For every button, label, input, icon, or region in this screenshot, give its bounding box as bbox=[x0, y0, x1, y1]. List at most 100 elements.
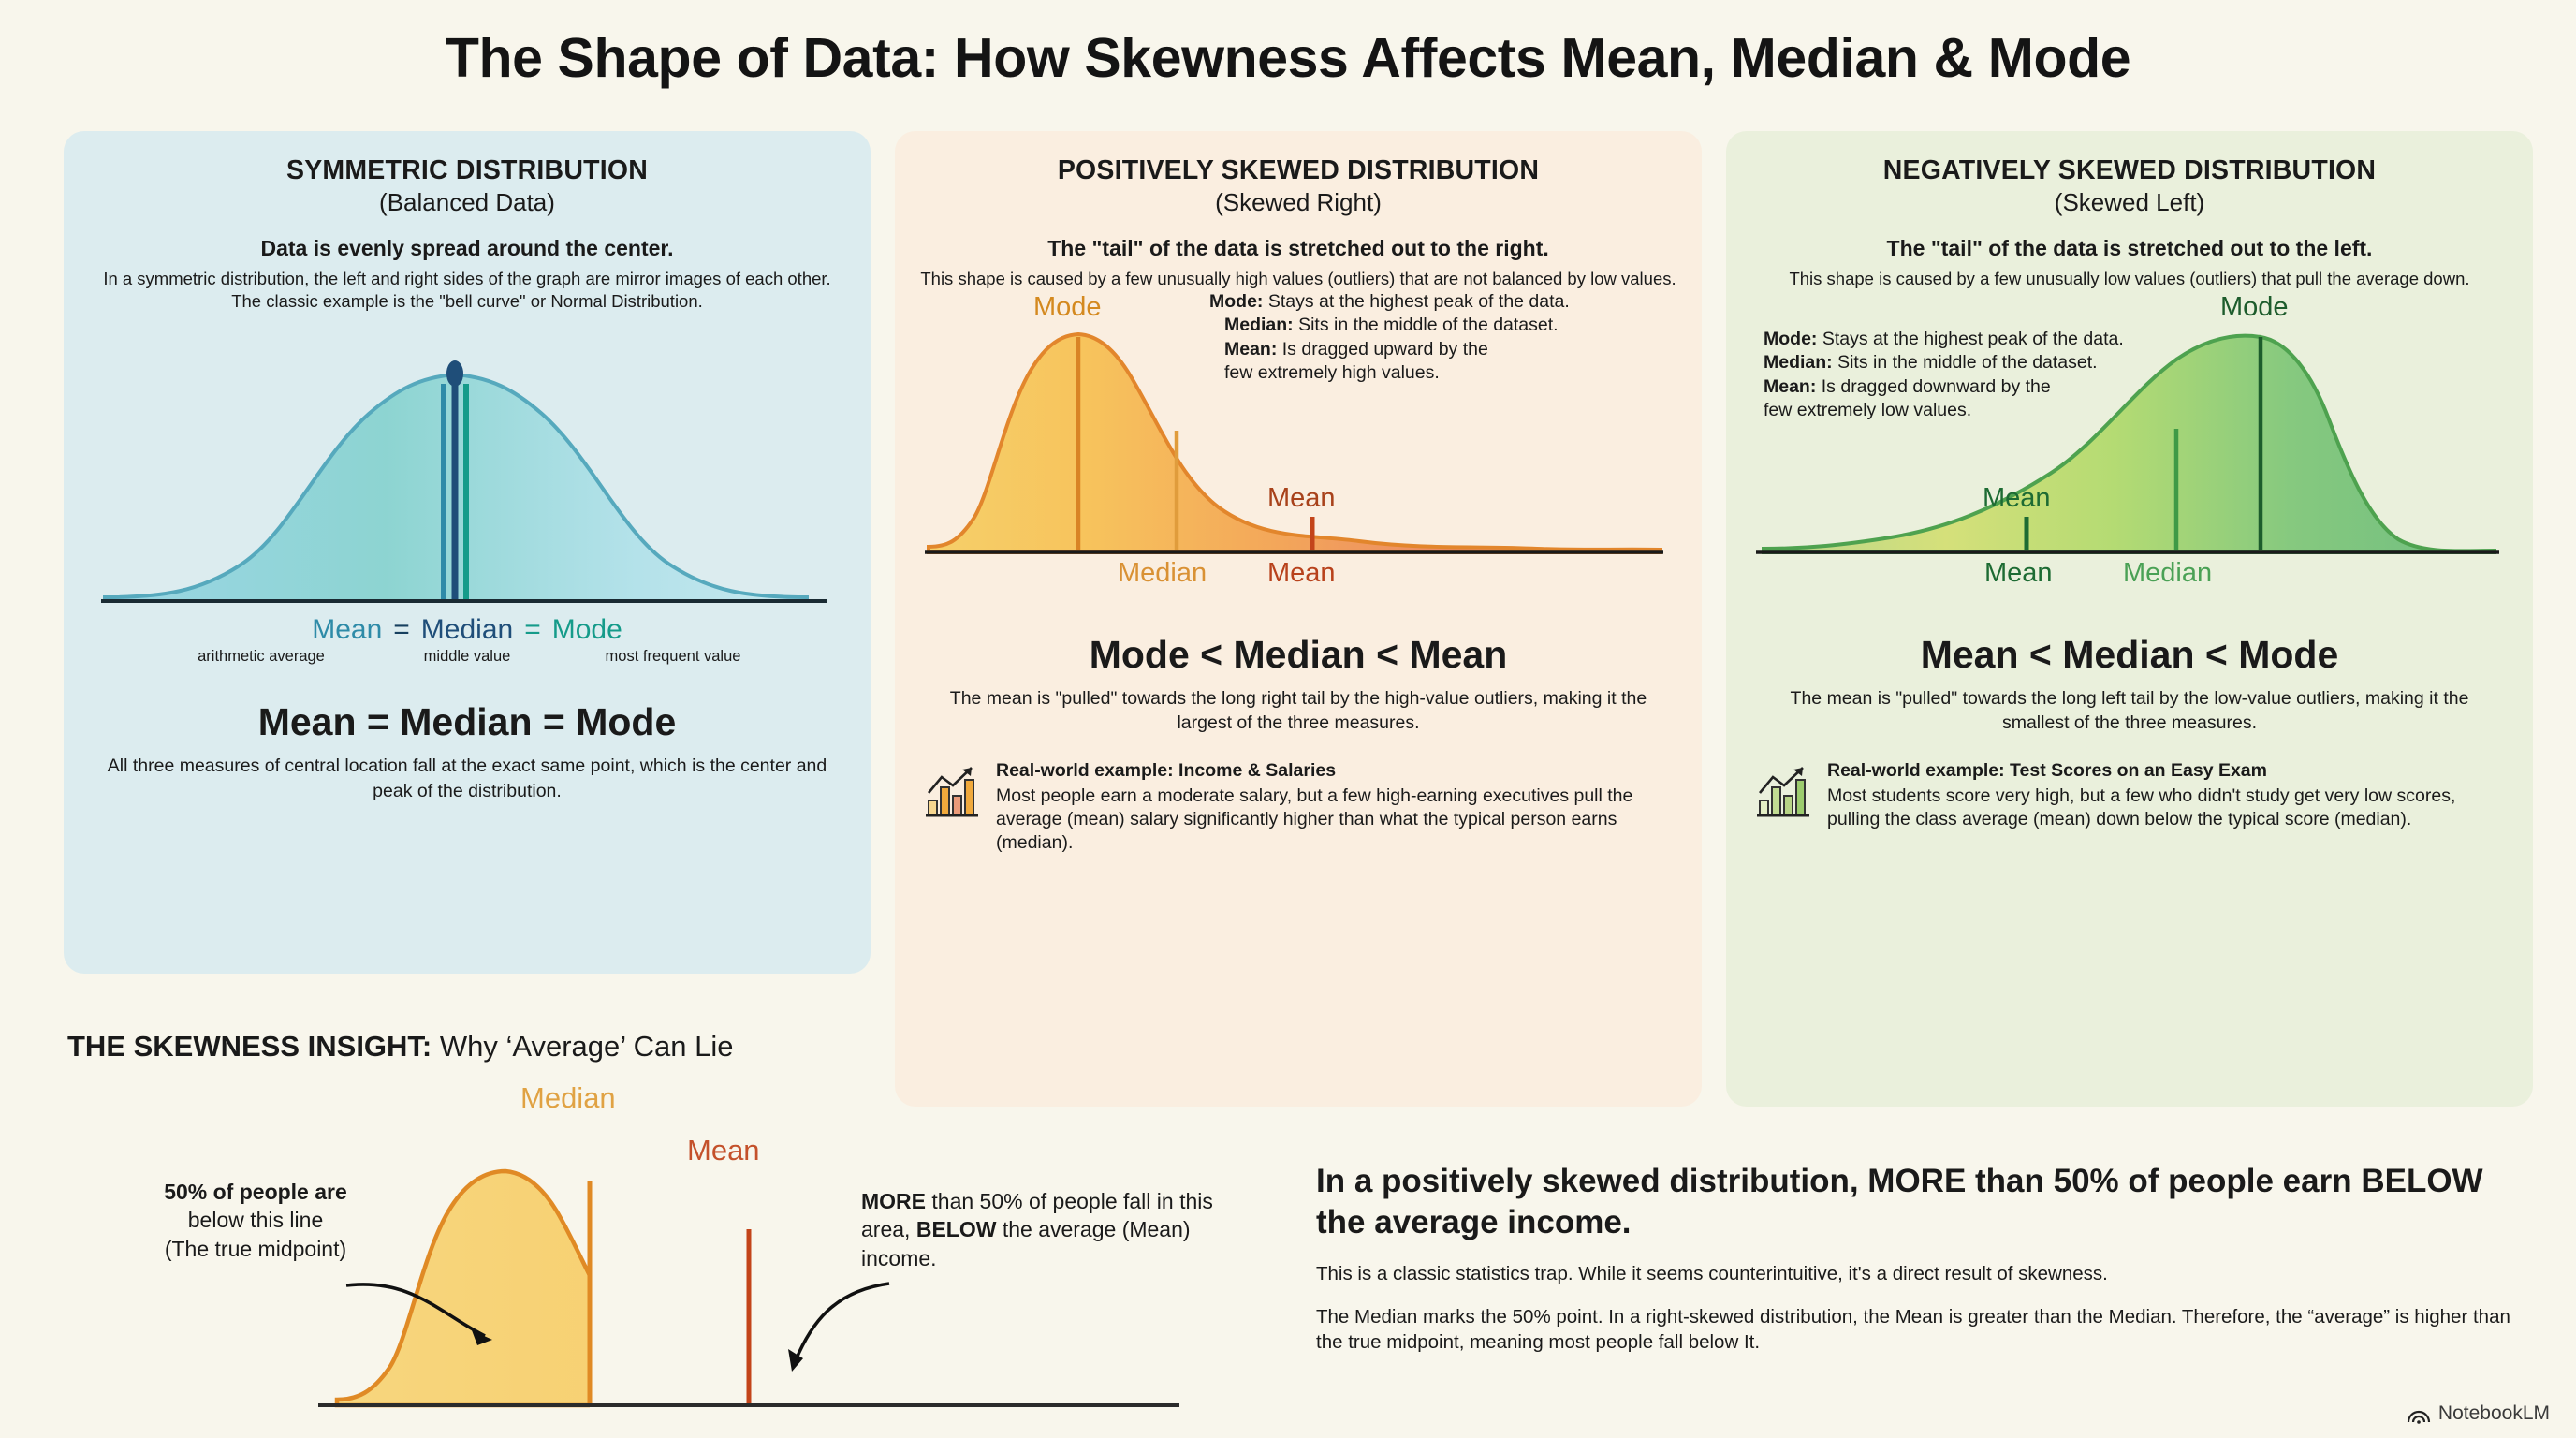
panel-desc-negative: This shape is caused by a few unusually … bbox=[1789, 268, 2470, 288]
notebooklm-label: NotebookLM bbox=[2437, 1402, 2550, 1424]
insight-right-block: In a positively skewed distribution, MOR… bbox=[1316, 1161, 2524, 1356]
panel-subtitle-symmetric: (Balanced Data) bbox=[379, 187, 555, 216]
legend-mode-definition: most frequent value bbox=[605, 648, 741, 666]
skewness-insight-title-rest: Why ‘Average’ Can Lie bbox=[432, 1030, 734, 1063]
panel-negatively-skewed-distribution: NEGATIVELY SKEWED DISTRIBUTION (Skewed L… bbox=[1726, 131, 2533, 1107]
negative-verdict-desc: The mean is "pulled" towards the long le… bbox=[1790, 688, 2469, 734]
positive-measure-median-term: Median: bbox=[1224, 315, 1294, 336]
negative-curve-svg bbox=[1756, 333, 2499, 555]
negative-curve-chart: Mode Mean Mean Median Mode: Stays at the… bbox=[1750, 292, 2509, 590]
positive-measure-mode: Mode: Stays at the highest peak of the d… bbox=[1209, 290, 1570, 314]
negative-example-heading: Real-world example: Test Scores on an Ea… bbox=[1827, 760, 2267, 782]
insight-left-arrowhead bbox=[472, 1330, 492, 1345]
panel-desc-positive: This shape is caused by a few unusually … bbox=[920, 268, 1676, 288]
legend-mean-label: Mean bbox=[312, 614, 383, 646]
positive-mean-curve-label: Mean bbox=[1267, 483, 1336, 514]
positive-real-world-example: Real-world example: Income & Salaries Mo… bbox=[919, 759, 1677, 855]
panel-subtitle-positive: (Skewed Right) bbox=[1215, 187, 1382, 216]
panel-title-positive: POSITIVELY SKEWED DISTRIBUTION bbox=[1057, 155, 1540, 185]
insight-left-annotation-line1: 50% of people are bbox=[129, 1178, 382, 1206]
negative-mean-curve-label: Mean bbox=[1983, 483, 2051, 514]
positive-example-heading: Real-world example: Income & Salaries bbox=[996, 760, 1337, 782]
insight-headline: In a positively skewed distribution, MOR… bbox=[1316, 1163, 2483, 1241]
insight-right-annotation: MORE than 50% of people fall in this are… bbox=[861, 1187, 1236, 1272]
legend-median-definition: middle value bbox=[423, 648, 511, 666]
insight-left-arrow bbox=[345, 1283, 486, 1338]
symmetric-legend: Mean = Median = Mode arithmetic average middl… bbox=[88, 614, 846, 666]
insight-right-arrowhead bbox=[788, 1349, 803, 1372]
insight-left-annotation-line2: below this line bbox=[187, 1208, 324, 1233]
negative-measure-mean-text: Is dragged downward by the few extremely… bbox=[1764, 375, 2051, 421]
insight-mean-label: Mean bbox=[687, 1134, 760, 1167]
skewness-insight-title: THE SKEWNESS INSIGHT: Why ‘Average’ Can … bbox=[67, 1030, 733, 1064]
negative-measure-mode: Mode: Stays at the highest peak of the d… bbox=[1764, 328, 2124, 351]
positive-measures-note: Mode: Stays at the highest peak of the d… bbox=[1209, 290, 1570, 385]
insight-paragraph-2: The Median marks the 50% point. In a rig… bbox=[1316, 1305, 2510, 1354]
positive-measure-mean: Mean: Is dragged upward by the few extre… bbox=[1209, 338, 1509, 386]
negative-measure-mean-term: Mean: bbox=[1764, 375, 1817, 397]
positive-measure-median: Median: Sits in the middle of the datase… bbox=[1209, 314, 1570, 337]
symmetric-curve-svg bbox=[101, 360, 827, 604]
positive-measure-mode-term: Mode: bbox=[1209, 291, 1264, 313]
negative-median-axis-label: Median bbox=[2123, 558, 2213, 589]
symmetric-peak-dot bbox=[446, 360, 463, 388]
insight-curve-svg bbox=[318, 1091, 1179, 1428]
insight-left-annotation-50: 50% of people are bbox=[164, 1180, 347, 1204]
positive-curve-svg bbox=[925, 332, 1663, 555]
bar-chart-growth-icon bbox=[925, 759, 983, 855]
symmetric-legend-definitions: arithmetic average middle value most frequ… bbox=[88, 648, 846, 666]
insight-median-label: Median bbox=[520, 1081, 616, 1114]
bar-chart-growth-icon bbox=[1756, 759, 1814, 831]
positive-measure-mean-term: Mean: bbox=[1224, 338, 1278, 360]
symmetric-verdict-desc: All three measures of central location f… bbox=[107, 756, 827, 801]
legend-eq1: = bbox=[393, 614, 410, 646]
negative-mean-axis-label: Mean bbox=[1984, 558, 2053, 589]
panel-lead-positive: The "tail" of the data is stretched out … bbox=[1047, 235, 1549, 260]
insight-right-annotation-text: MORE than 50% of people fall in this are… bbox=[861, 1189, 1213, 1270]
negative-measure-median: Median: Sits in the middle of the datase… bbox=[1764, 351, 2124, 374]
distribution-panels: SYMMETRIC DISTRIBUTION (Balanced Data) D… bbox=[64, 131, 2533, 1107]
insight-curve-chart: Median Mean bbox=[309, 1081, 1208, 1432]
symmetric-curve-chart: Mean = Median = Mode arithmetic average middl… bbox=[88, 346, 846, 665]
insight-curve-regions bbox=[337, 1171, 1142, 1405]
negative-skew-curve bbox=[1762, 333, 2496, 555]
negative-measures-note: Mode: Stays at the highest peak of the d… bbox=[1764, 328, 2124, 422]
positive-measure-median-text: Sits in the middle of the dataset. bbox=[1293, 315, 1559, 336]
notebooklm-logo-icon bbox=[2407, 1410, 2431, 1424]
panel-lead-negative: The "tail" of the data is stretched out … bbox=[1886, 235, 2373, 260]
positive-median-axis-label: Median bbox=[1118, 558, 1208, 589]
negative-measure-mode-text: Stays at the highest peak of the data. bbox=[1817, 329, 2124, 350]
negative-measure-mean: Mean: Is dragged downward by the few ext… bbox=[1764, 375, 2082, 423]
negative-example-text: Most students score very high, but a few… bbox=[1827, 785, 2456, 829]
negative-real-world-example: Real-world example: Test Scores on an Ea… bbox=[1750, 759, 2509, 831]
negative-measure-median-term: Median: bbox=[1764, 352, 1833, 374]
insight-right-arrow bbox=[794, 1282, 890, 1361]
skewness-insight-title-bold: THE SKEWNESS INSIGHT: bbox=[67, 1030, 432, 1063]
positive-skew-curve bbox=[927, 332, 1662, 555]
negative-verdict: Mean < Median < Mode bbox=[1920, 633, 2339, 677]
negative-example-body: Real-world example: Test Scores on an Ea… bbox=[1827, 759, 2503, 831]
positive-example-text: Most people earn a moderate salary, but … bbox=[996, 785, 1633, 854]
positive-curve-chart: Mode Mean Median Mean Mode: Stays at the… bbox=[919, 291, 1677, 590]
symmetric-legend-terms: Mean = Median = Mode bbox=[88, 614, 846, 646]
positive-example-body: Real-world example: Income & Salaries Mo… bbox=[996, 759, 1672, 855]
negative-measure-median-text: Sits in the middle of the dataset. bbox=[1832, 352, 2098, 374]
insight-paragraph-1: This is a classic statistics trap. While… bbox=[1316, 1262, 2108, 1284]
panel-desc-symmetric: In a symmetric distribution, the left an… bbox=[103, 268, 831, 312]
panel-lead-symmetric: Data is evenly spread around the center. bbox=[260, 235, 674, 260]
panel-symmetric-distribution: SYMMETRIC DISTRIBUTION (Balanced Data) D… bbox=[64, 131, 871, 974]
notebooklm-watermark: NotebookLM bbox=[2407, 1402, 2550, 1425]
legend-mean-definition: arithmetic average bbox=[198, 648, 325, 666]
insight-left-annotation-line3: (The true midpoint) bbox=[164, 1236, 347, 1261]
positive-mean-axis-label: Mean bbox=[1267, 558, 1336, 589]
insight-left-annotation: 50% of people are below this line (The t… bbox=[129, 1178, 382, 1263]
panel-title-symmetric: SYMMETRIC DISTRIBUTION bbox=[286, 155, 648, 185]
positive-mode-curve-label: Mode bbox=[1033, 292, 1102, 323]
symmetric-verdict: Mean = Median = Mode bbox=[257, 700, 677, 744]
panel-title-negative: NEGATIVELY SKEWED DISTRIBUTION bbox=[1882, 155, 2377, 185]
positive-measure-mean-text: Is dragged upward by the few extremely h… bbox=[1224, 338, 1488, 384]
positive-verdict: Mode < Median < Mean bbox=[1089, 633, 1508, 677]
legend-mode-label: Mode bbox=[551, 614, 622, 646]
panel-subtitle-negative: (Skewed Left) bbox=[2054, 187, 2205, 216]
